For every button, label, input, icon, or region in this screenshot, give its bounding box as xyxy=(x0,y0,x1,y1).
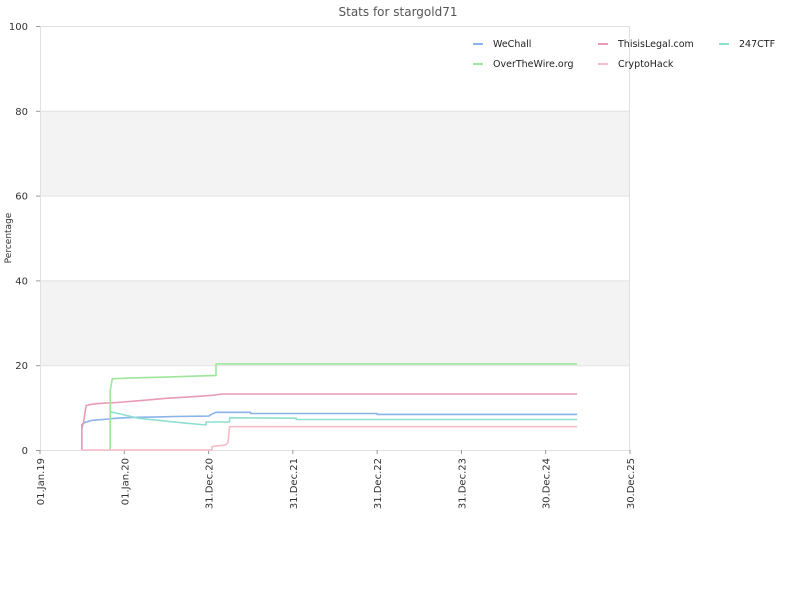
series-line-cryptohack xyxy=(81,425,578,451)
y-tick-label: 80 xyxy=(15,107,28,118)
y-axis-label: Percentage xyxy=(4,212,14,263)
plot-area-frame xyxy=(40,26,630,451)
y-tick-label: 0 xyxy=(22,446,28,457)
gridlines xyxy=(40,26,630,451)
y-tick-label: 20 xyxy=(15,361,28,372)
x-tick-label: 31.Dec.23 xyxy=(457,458,468,509)
x-tick-label: 31.Dec.21 xyxy=(289,458,300,509)
series-line-wechall xyxy=(81,411,578,450)
legend-label: CryptoHack xyxy=(618,59,674,70)
y-tick-label: 100 xyxy=(9,22,28,33)
x-tick-label: 01.Jan.19 xyxy=(36,458,47,505)
x-tick-label: 01.Jan.20 xyxy=(120,458,131,505)
background-band xyxy=(40,280,630,366)
y-tick-label: 40 xyxy=(15,276,28,287)
background-band xyxy=(40,110,630,196)
series-line-thisislegal-com xyxy=(81,393,578,450)
chart-title: Stats for stargold71 xyxy=(339,5,458,19)
series-line-247ctf xyxy=(109,410,578,450)
x-axis-ticks: 01.Jan.19 01.Jan.20 31.Dec.20 31.Dec.21 31.D… xyxy=(36,450,637,509)
x-tick-label: 31.Dec.20 xyxy=(205,458,216,509)
legend-label: 247CTF xyxy=(739,39,775,50)
series-lines xyxy=(81,363,578,451)
y-tick-label: 60 xyxy=(15,192,28,203)
legend: WeChall ThisisLegal.com 247CTF OverTheWire.… xyxy=(473,39,775,70)
x-tick-label: 30.Dec.25 xyxy=(626,458,637,509)
legend-label: WeChall xyxy=(493,39,531,50)
series-line-overthewire-org xyxy=(109,363,578,450)
legend-label: OverTheWire.org xyxy=(493,59,574,70)
y-axis-ticks: 0 20 40 60 80 100 xyxy=(9,22,40,457)
x-tick-label: 31.Dec.22 xyxy=(373,458,384,509)
legend-label: ThisisLegal.com xyxy=(617,39,694,50)
plot-background-bands xyxy=(40,110,630,366)
x-tick-label: 30.Dec.24 xyxy=(542,458,553,509)
